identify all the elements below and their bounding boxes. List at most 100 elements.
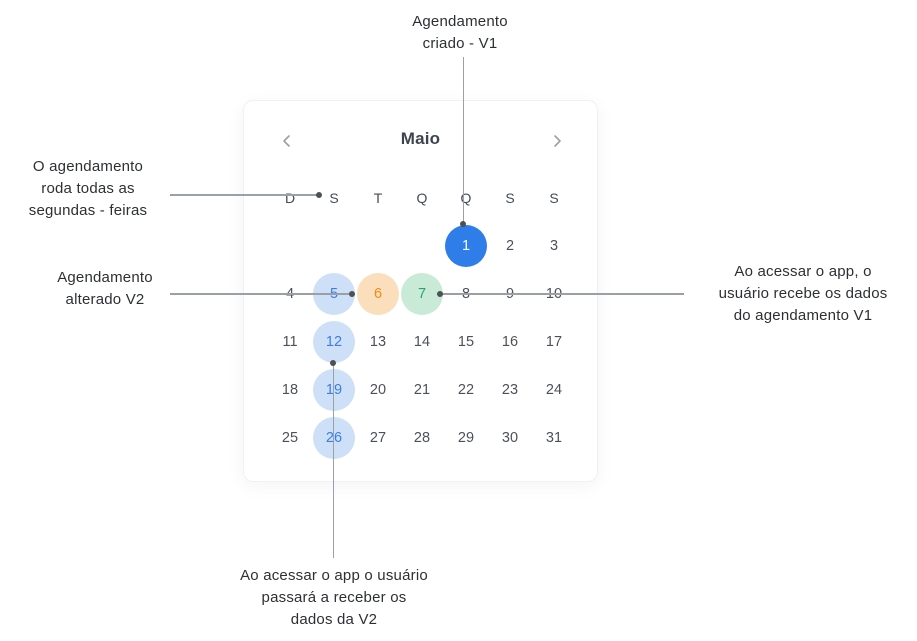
date-number: 25 <box>281 430 299 446</box>
note-recebe-dados-v2: Ao acessar o app o usuário passará a rec… <box>213 565 455 631</box>
date-number: 24 <box>545 382 563 398</box>
note-line: Ao acessar o app o usuário <box>240 567 428 584</box>
date-number: 23 <box>501 382 519 398</box>
date-cell-1[interactable]: 1 <box>444 222 488 270</box>
date-cell-29[interactable]: 29 <box>444 414 488 462</box>
date-number: 20 <box>369 382 387 398</box>
date-number: 29 <box>457 430 475 446</box>
note-line: alterado V2 <box>65 291 145 308</box>
date-number: 14 <box>413 334 431 350</box>
note-line: dados da V2 <box>290 611 378 628</box>
date-number: 27 <box>369 430 387 446</box>
calendar-card: Maio DSTQQSS1234567891011121314151617181… <box>243 100 598 482</box>
date-cell-25[interactable]: 25 <box>268 414 312 462</box>
date-cell-19[interactable]: 19 <box>312 366 356 414</box>
date-cell-17[interactable]: 17 <box>532 318 576 366</box>
date-cell-14[interactable]: 14 <box>400 318 444 366</box>
connector-left2-hline <box>170 293 351 295</box>
date-number: 30 <box>501 430 519 446</box>
date-cell-21[interactable]: 21 <box>400 366 444 414</box>
date-cell-30[interactable]: 30 <box>488 414 532 462</box>
date-cell-7[interactable]: 7 <box>400 270 444 318</box>
date-number: 31 <box>545 430 563 446</box>
date-cell-2[interactable]: 2 <box>488 222 532 270</box>
connector-right-hline <box>441 293 684 295</box>
day-header: Q <box>460 190 472 206</box>
day-header: Q <box>416 190 428 206</box>
note-line: passará a receber os <box>261 589 407 606</box>
note-line: segundas - feiras <box>28 202 148 219</box>
date-number: 6 <box>373 286 383 302</box>
note-agendamento-criado: Agendamento criado - V1 <box>348 11 572 55</box>
date-cell-27[interactable]: 27 <box>356 414 400 462</box>
day-header: S <box>329 190 339 206</box>
date-cell-15[interactable]: 15 <box>444 318 488 366</box>
date-cell-23[interactable]: 23 <box>488 366 532 414</box>
calendar-grid: DSTQQSS123456789101112131415161718192021… <box>268 174 576 462</box>
empty-cell <box>268 222 312 270</box>
note-line: usuário recebe os dados <box>718 285 888 302</box>
empty-cell <box>356 222 400 270</box>
date-number: 21 <box>413 382 431 398</box>
connector-top-vline <box>462 57 464 223</box>
highlight-circle-green <box>401 273 443 315</box>
connector-left1-hline <box>170 194 318 196</box>
date-cell-6[interactable]: 6 <box>356 270 400 318</box>
empty-cell <box>400 222 444 270</box>
dot-day5 <box>349 291 355 297</box>
note-line: criado - V1 <box>422 35 498 52</box>
date-cell-26[interactable]: 26 <box>312 414 356 462</box>
note-line: Ao acessar o app, o <box>734 263 872 280</box>
date-cell-18[interactable]: 18 <box>268 366 312 414</box>
chevron-left-icon <box>280 134 294 148</box>
date-cell-31[interactable]: 31 <box>532 414 576 462</box>
day-header: S <box>505 190 515 206</box>
date-cell-12[interactable]: 12 <box>312 318 356 366</box>
note-line: O agendamento <box>32 158 144 175</box>
date-number: 7 <box>417 286 427 302</box>
dot-day12 <box>330 360 336 366</box>
chevron-right-icon <box>550 134 564 148</box>
dot-day1 <box>460 221 466 227</box>
date-number: 18 <box>281 382 299 398</box>
calendar-header: Maio <box>244 125 597 157</box>
dot-day7 <box>437 291 443 297</box>
date-number: 13 <box>369 334 387 350</box>
highlight-circle-primary <box>445 225 487 267</box>
date-number: 17 <box>545 334 563 350</box>
month-title: Maio <box>400 129 441 148</box>
date-number: 28 <box>413 430 431 446</box>
day-header: D <box>284 190 296 206</box>
note-agendamento-alterado: Agendamento alterado V2 <box>20 267 190 311</box>
date-number: 15 <box>457 334 475 350</box>
highlight-circle-blue <box>313 369 355 411</box>
date-number: 16 <box>501 334 519 350</box>
highlight-circle-orange <box>357 273 399 315</box>
note-recebe-dados-v1: Ao acessar o app, o usuário recebe os da… <box>690 261 916 327</box>
next-month-button[interactable] <box>542 126 572 156</box>
date-number: 2 <box>505 238 515 254</box>
date-cell-22[interactable]: 22 <box>444 366 488 414</box>
date-number: 1 <box>461 238 471 254</box>
date-number: 11 <box>282 334 298 350</box>
date-cell-20[interactable]: 20 <box>356 366 400 414</box>
date-cell-11[interactable]: 11 <box>268 318 312 366</box>
dot-monday <box>316 192 322 198</box>
note-line: Agendamento <box>57 269 153 286</box>
note-line: Agendamento <box>412 13 508 30</box>
date-cell-28[interactable]: 28 <box>400 414 444 462</box>
day-header: T <box>373 190 383 206</box>
prev-month-button[interactable] <box>272 126 302 156</box>
date-number: 22 <box>457 382 475 398</box>
date-cell-13[interactable]: 13 <box>356 318 400 366</box>
date-cell-3[interactable]: 3 <box>532 222 576 270</box>
note-line: do agendamento V1 <box>733 307 873 324</box>
date-cell-16[interactable]: 16 <box>488 318 532 366</box>
date-number: 3 <box>549 238 559 254</box>
note-line: roda todas as <box>41 180 135 197</box>
highlight-circle-blue <box>313 321 355 363</box>
date-number: 12 <box>325 334 343 350</box>
date-cell-24[interactable]: 24 <box>532 366 576 414</box>
connector-bottom-vline <box>332 364 334 558</box>
